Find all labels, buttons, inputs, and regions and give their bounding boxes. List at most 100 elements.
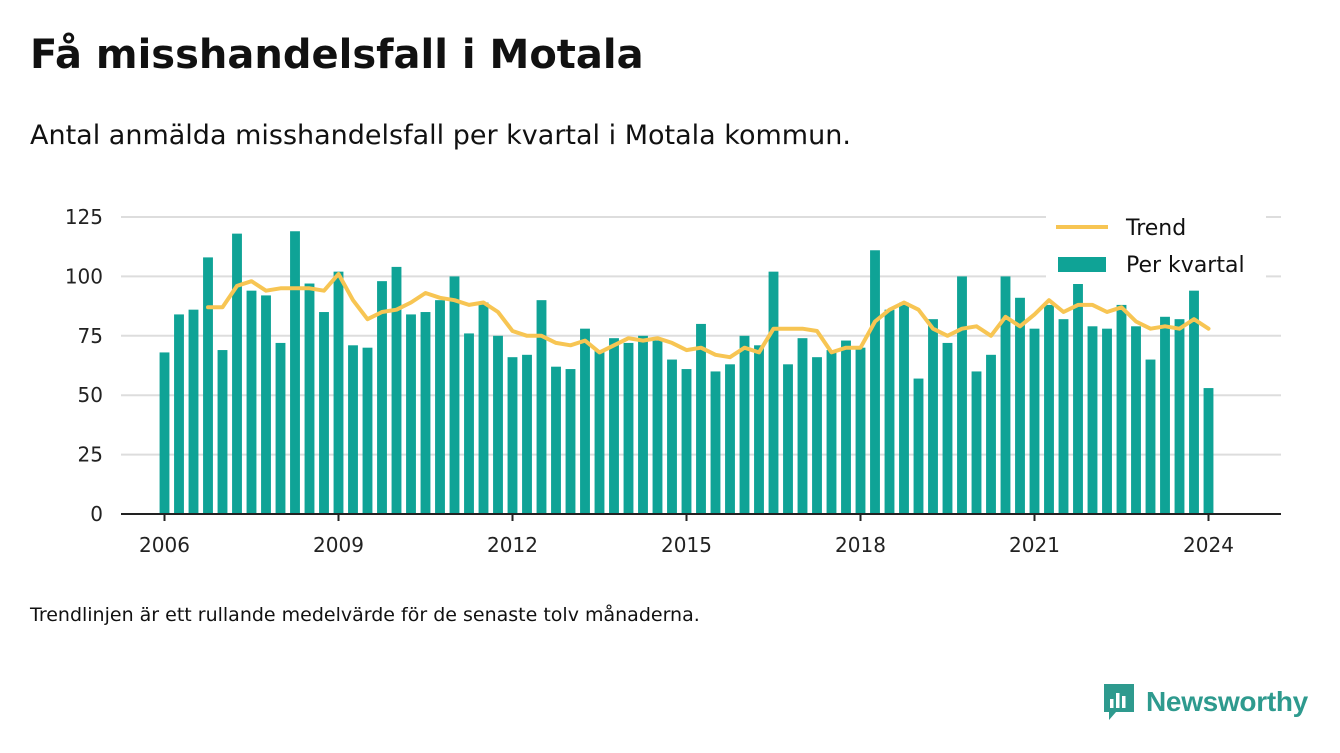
bar-8 (275, 342, 286, 514)
bar-24 (507, 357, 518, 514)
bar-6 (246, 290, 257, 514)
bar-1 (174, 314, 184, 514)
bar-36 (681, 369, 692, 514)
bar-25 (522, 354, 532, 514)
bar-43 (783, 364, 793, 514)
x-tick-label-2015: 2015 (661, 533, 712, 557)
y-tick-label-100: 100 (65, 264, 103, 288)
bar-62 (1058, 319, 1069, 514)
bar-7 (261, 295, 271, 514)
bar-41 (754, 345, 764, 514)
y-tick-label-25: 25 (78, 443, 103, 467)
brand: Newsworthy (1102, 682, 1308, 722)
bar-39 (725, 364, 735, 514)
footnote: Trendlinjen är ett rullande medelvärde f… (30, 604, 700, 626)
bar-17 (406, 314, 416, 514)
bar-49 (870, 250, 880, 514)
bar-50 (884, 309, 895, 514)
bar-48 (855, 347, 866, 514)
bar-15 (377, 281, 387, 514)
bar-31 (609, 338, 619, 514)
chart-title: Få misshandelsfall i Motala (30, 32, 644, 78)
bar-11 (319, 312, 329, 514)
bar-30 (594, 350, 605, 514)
bar-3 (203, 257, 213, 514)
bar-22 (478, 302, 489, 514)
bar-55 (957, 276, 967, 514)
bar-21 (464, 333, 474, 514)
bar-14 (362, 347, 373, 514)
bar-10 (304, 283, 315, 514)
bar-33 (638, 335, 648, 514)
chart: 0 25 50 75 100 125 2006 2009 2012 2015 2018 2021 202… (65, 205, 1281, 557)
bar-23 (493, 335, 503, 514)
bar-42 (768, 271, 779, 514)
brand-name: Newsworthy (1146, 686, 1308, 717)
bar-53 (928, 319, 938, 514)
bar-61 (1044, 304, 1054, 514)
bar-72 (1203, 388, 1214, 514)
x-tick-label-2006: 2006 (139, 533, 190, 557)
bar-64 (1087, 326, 1098, 514)
bar-57 (986, 354, 996, 514)
bar-19 (435, 300, 445, 514)
bar-63 (1073, 271, 1083, 514)
newsworthy-logo-icon (1104, 684, 1134, 720)
bar-5 (232, 233, 242, 514)
x-tick-label-2012: 2012 (487, 533, 538, 557)
bar-68 (1145, 359, 1156, 514)
bar-37 (696, 323, 706, 514)
bar-16 (391, 266, 402, 514)
y-tick-label-0: 0 (90, 502, 103, 526)
bar-9 (290, 231, 300, 515)
bar-27 (551, 366, 561, 514)
legend-bar-label: Per kvartal (1126, 253, 1245, 278)
chart-subtitle: Antal anmälda misshandelsfall per kvarta… (30, 120, 851, 151)
bars-layer (159, 231, 1214, 515)
bar-67 (1131, 326, 1141, 514)
y-tick-label-125: 125 (65, 205, 103, 229)
legend-trend-label: Trend (1125, 216, 1186, 241)
bar-66 (1116, 304, 1127, 514)
bar-47 (841, 340, 851, 514)
bar-70 (1174, 319, 1185, 514)
bar-40 (739, 335, 750, 514)
bar-34 (652, 340, 663, 514)
bar-51 (899, 302, 909, 514)
bar-59 (1015, 297, 1025, 514)
trend-line (206, 272, 1211, 360)
legend-bar-swatch (1058, 257, 1106, 272)
bar-0 (159, 352, 170, 514)
bar-29 (580, 328, 590, 514)
x-tick-label-2024: 2024 (1183, 533, 1234, 557)
bar-26 (536, 300, 547, 514)
bar-52 (913, 378, 924, 514)
bar-28 (565, 369, 576, 514)
bar-32 (623, 342, 634, 514)
bar-20 (449, 276, 460, 514)
bar-4 (217, 350, 228, 514)
bar-13 (348, 345, 358, 514)
bar-54 (942, 342, 953, 514)
bar-69 (1160, 316, 1170, 514)
legend: Trend Per kvartal (1046, 206, 1266, 284)
bar-58 (1000, 276, 1011, 514)
x-tick-label-2009: 2009 (313, 533, 364, 557)
bar-38 (710, 371, 721, 514)
bar-2 (188, 309, 199, 514)
bar-44 (797, 338, 808, 514)
y-tick-label-50: 50 (78, 383, 103, 407)
x-tick-label-2018: 2018 (835, 533, 886, 557)
bar-18 (420, 312, 431, 514)
axis-layer: 0 25 50 75 100 125 2006 2009 2012 2015 2018 2021 202… (65, 205, 1281, 557)
bar-45 (812, 357, 822, 514)
y-tick-label-75: 75 (78, 324, 103, 348)
trend-layer (206, 272, 1211, 360)
bar-65 (1102, 328, 1112, 514)
bar-46 (826, 350, 837, 514)
bar-71 (1189, 290, 1199, 514)
bar-12 (333, 271, 344, 514)
x-tick-label-2021: 2021 (1009, 533, 1060, 557)
bar-60 (1029, 328, 1040, 514)
bar-35 (667, 359, 677, 514)
